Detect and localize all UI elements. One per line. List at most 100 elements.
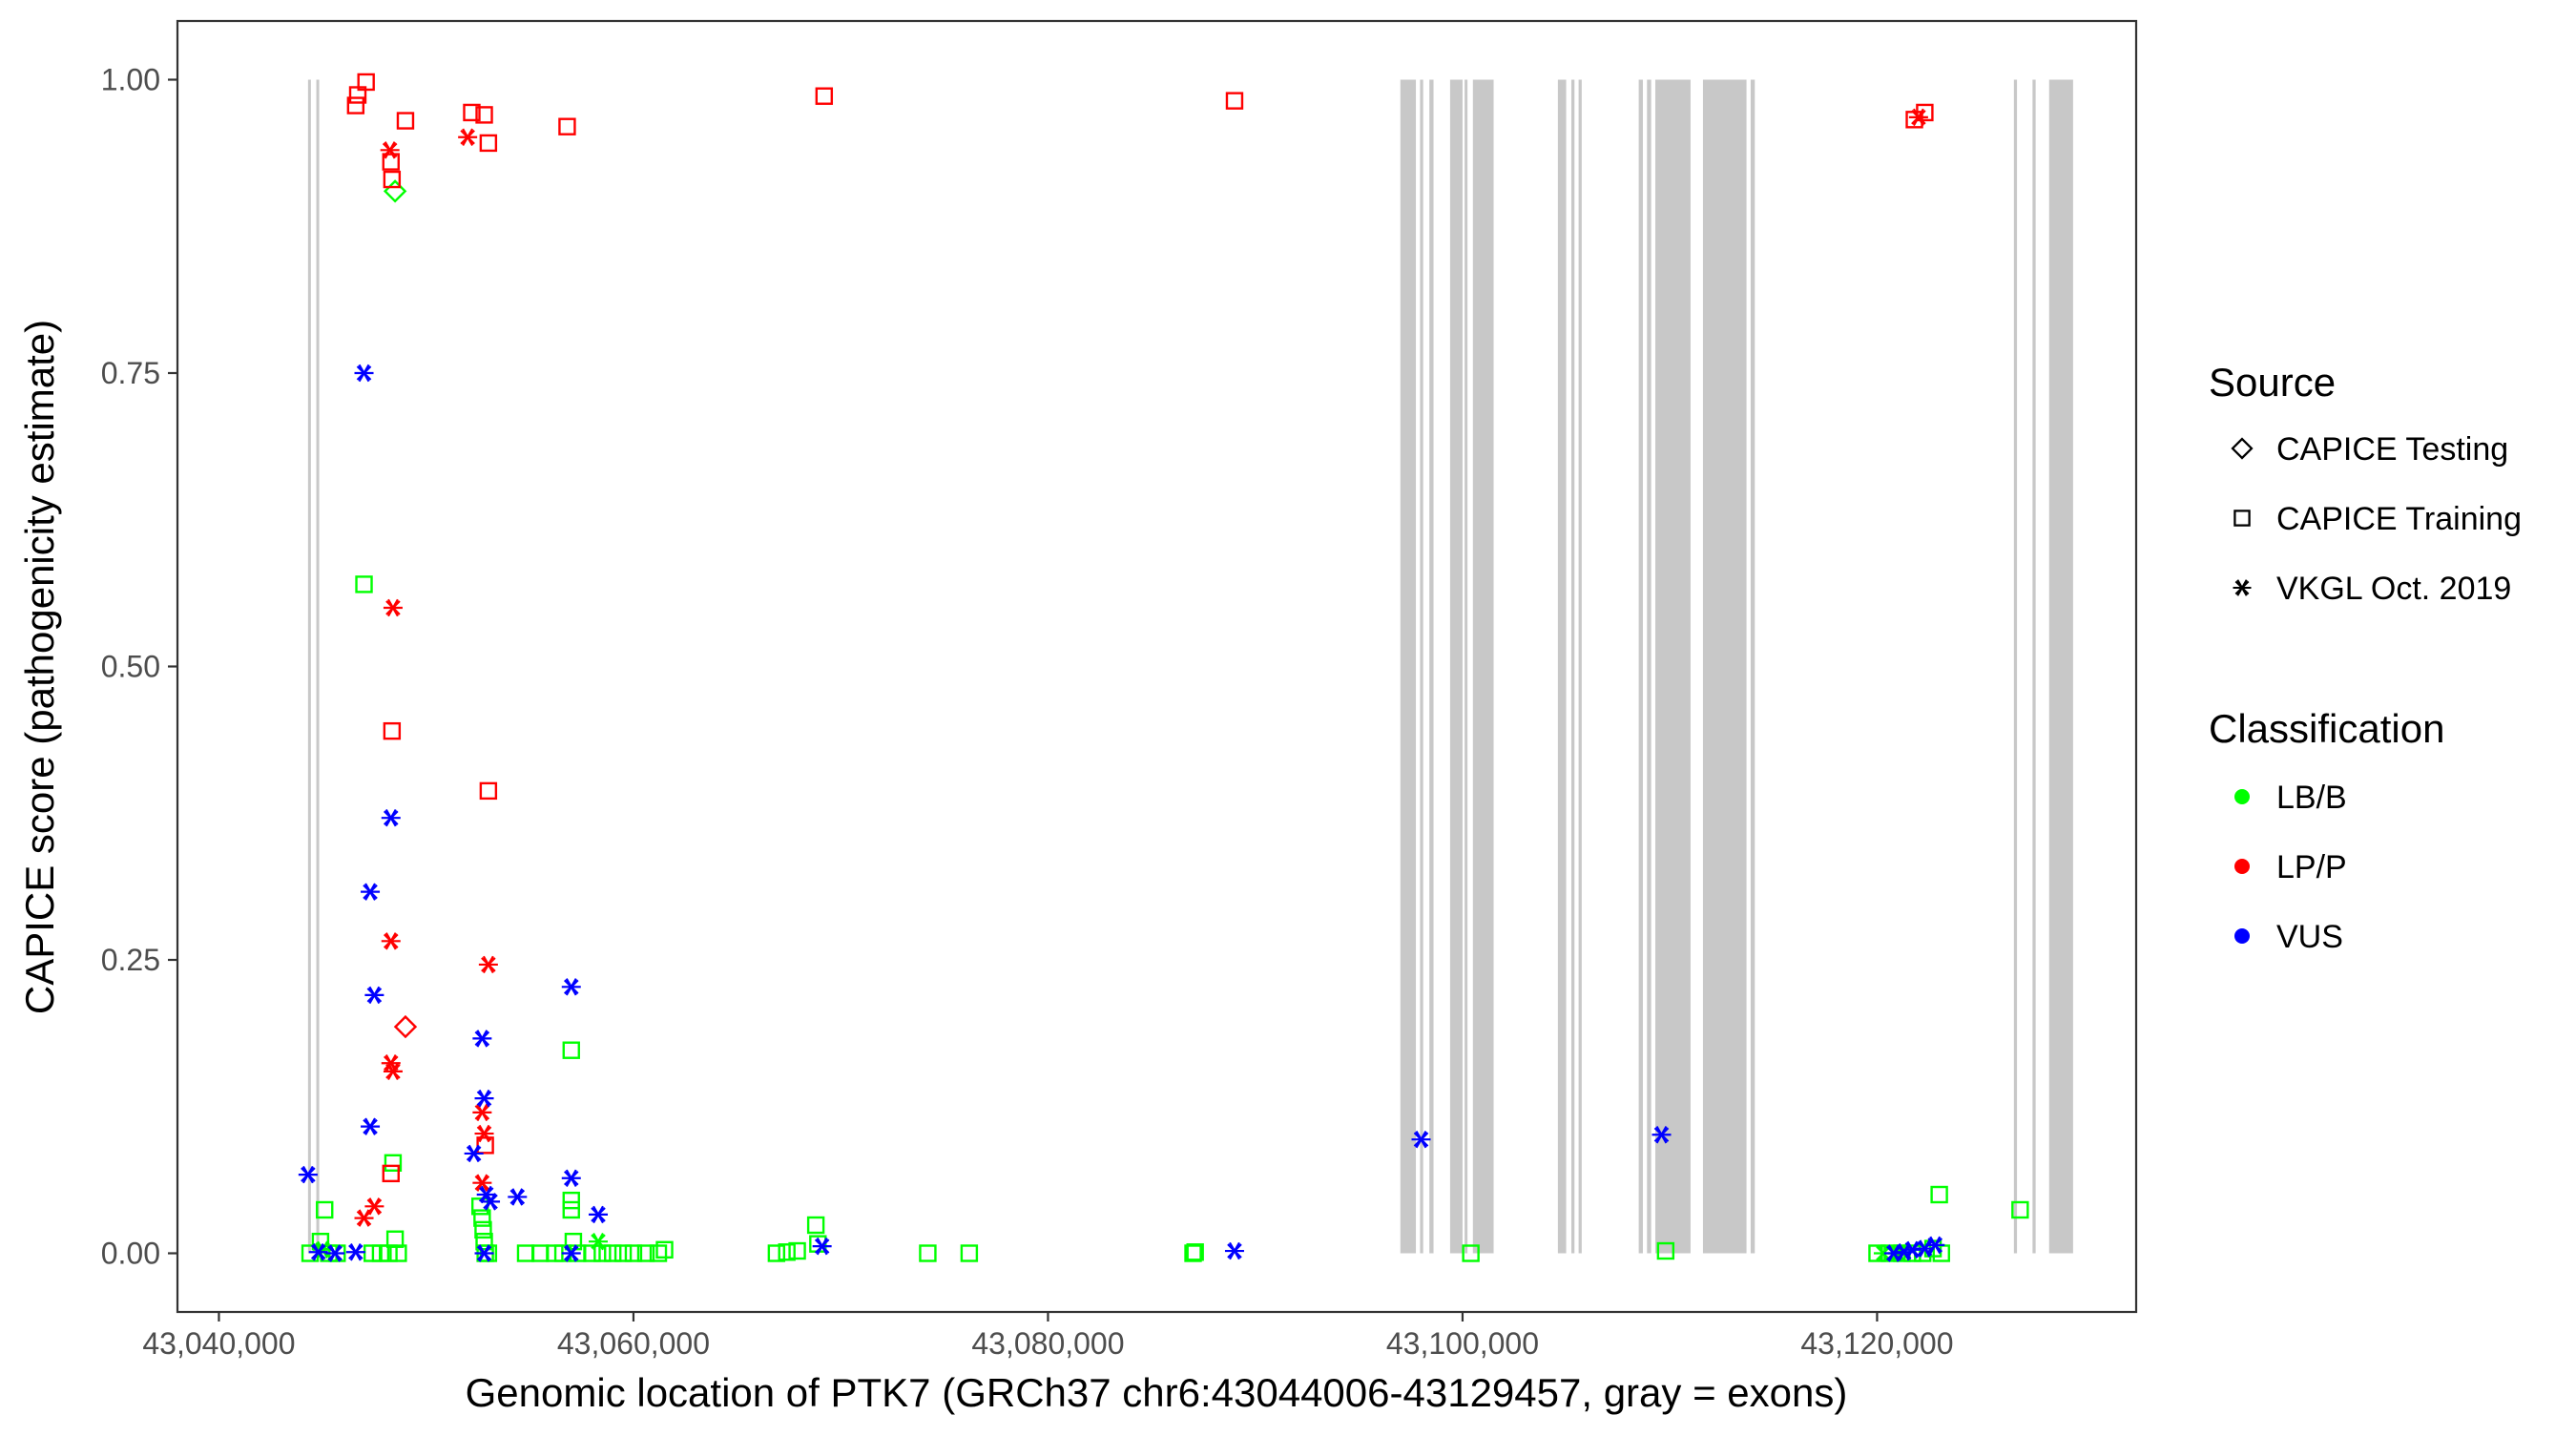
data-point-lpp-asterisk bbox=[458, 128, 478, 146]
exon-band bbox=[1429, 79, 1434, 1254]
data-point-lbb-square bbox=[1656, 1241, 1675, 1260]
data-point-vus-asterisk bbox=[474, 1244, 494, 1262]
legend-asterisk-key bbox=[2233, 579, 2252, 596]
exon-band bbox=[1465, 79, 1468, 1254]
exon-band bbox=[1750, 79, 1755, 1254]
data-point-lbb-asterisk bbox=[1873, 1244, 1893, 1262]
x-tick-label: 43,120,000 bbox=[1800, 1326, 1953, 1361]
data-point-vus-asterisk bbox=[354, 364, 374, 383]
legend-diamond-key bbox=[2231, 437, 2254, 460]
exon-band bbox=[1654, 79, 1691, 1254]
data-point-lpp-square bbox=[815, 87, 834, 105]
data-point-lbb-square bbox=[960, 1244, 979, 1262]
data-point-lbb-square bbox=[778, 1243, 796, 1261]
x-axis-title: Genomic location of PTK7 (GRCh37 chr6:43… bbox=[466, 1370, 1848, 1415]
x-tick-label: 43,080,000 bbox=[971, 1326, 1124, 1361]
data-point-vus-asterisk bbox=[345, 1243, 365, 1261]
data-point-lbb-square bbox=[649, 1244, 668, 1262]
data-point-lpp-asterisk bbox=[383, 1062, 403, 1081]
data-point-vus-asterisk bbox=[1894, 1243, 1914, 1261]
data-point-lbb-square bbox=[788, 1241, 806, 1260]
exon-band bbox=[1578, 79, 1582, 1254]
data-point-lpp-square bbox=[1916, 103, 1934, 122]
data-point-vus-asterisk bbox=[364, 986, 384, 1005]
data-point-lbb-square bbox=[562, 1041, 580, 1059]
data-point-lbb-square bbox=[1930, 1185, 1948, 1204]
data-point-lpp-square bbox=[463, 103, 481, 122]
y-tick-label: 0.50 bbox=[101, 650, 160, 684]
data-point-lbb-square bbox=[474, 1220, 492, 1239]
data-point-lbb-square bbox=[767, 1244, 786, 1262]
exon-band bbox=[316, 79, 320, 1254]
y-tick-label: 0.00 bbox=[101, 1237, 160, 1271]
y-tick-label: 0.25 bbox=[101, 943, 160, 977]
legend: Source Classification CAPICE Testing CAPI… bbox=[2209, 360, 2522, 955]
exon-band bbox=[2013, 79, 2018, 1254]
data-point-lpp-asterisk bbox=[381, 932, 401, 950]
data-point-lbb-square bbox=[316, 1200, 334, 1219]
data-point-vus-asterisk bbox=[381, 808, 401, 827]
data-point-lbb-square bbox=[636, 1244, 655, 1262]
data-point-lpp-square bbox=[558, 117, 576, 135]
data-point-lpp-square bbox=[396, 112, 415, 130]
legend-source-title: Source bbox=[2209, 360, 2336, 405]
data-point-vus-asterisk bbox=[1411, 1130, 1431, 1149]
data-point-vus-asterisk bbox=[474, 1089, 494, 1108]
data-point-vus-asterisk bbox=[561, 1169, 581, 1187]
data-point-lpp-square bbox=[346, 96, 365, 114]
data-point-lbb-square bbox=[1186, 1243, 1204, 1261]
axis-layer: 43,040,000 43,060,000 43,080,000 43,100,000… bbox=[101, 63, 1954, 1362]
legend-color-key bbox=[2234, 789, 2250, 804]
data-point-lbb-square bbox=[562, 1191, 580, 1210]
data-point-vus-asterisk bbox=[508, 1188, 528, 1206]
legend-source-label: CAPICE Testing bbox=[2276, 431, 2508, 468]
data-point-vus-asterisk bbox=[561, 978, 581, 996]
exon-band bbox=[1638, 79, 1643, 1254]
data-point-vus-asterisk bbox=[361, 1117, 381, 1135]
data-point-lbb-square bbox=[385, 1230, 405, 1248]
legend-source-label: CAPICE Training bbox=[2276, 501, 2522, 537]
data-point-vus-asterisk bbox=[1883, 1244, 1903, 1262]
data-point-vus-asterisk bbox=[1925, 1236, 1945, 1255]
data-point-vus-asterisk bbox=[361, 883, 381, 901]
data-point-vus-asterisk bbox=[298, 1165, 318, 1184]
data-point-lpp-square bbox=[357, 73, 375, 92]
legend-color-key bbox=[2234, 859, 2250, 874]
data-point-lbb-square bbox=[355, 575, 373, 593]
data-point-vus-asterisk bbox=[308, 1243, 328, 1261]
legend-classification-title: Classification bbox=[2209, 706, 2444, 751]
exon-band bbox=[1400, 79, 1417, 1254]
data-point-lbb-square bbox=[562, 1200, 580, 1219]
data-point-lpp-asterisk bbox=[472, 1174, 492, 1192]
data-point-lpp-asterisk bbox=[380, 141, 400, 159]
data-point-lbb-asterisk bbox=[589, 1232, 609, 1251]
legend-source-label: VKGL Oct. 2019 bbox=[2276, 571, 2511, 607]
data-point-lbb-square bbox=[473, 1209, 491, 1227]
x-tick-label: 43,060,000 bbox=[557, 1326, 710, 1361]
data-point-lbb-square bbox=[613, 1244, 633, 1262]
data-point-vus-asterisk bbox=[812, 1237, 832, 1256]
legend-classification-label: LP/P bbox=[2276, 849, 2347, 885]
data-point-lbb-square bbox=[389, 1244, 407, 1262]
y-tick-label: 1.00 bbox=[101, 63, 160, 97]
data-point-lpp-asterisk bbox=[381, 1054, 401, 1072]
exon-band bbox=[1420, 79, 1423, 1254]
exon-band bbox=[307, 79, 311, 1254]
data-point-lpp-square bbox=[383, 170, 402, 189]
data-point-lbb-square bbox=[624, 1244, 643, 1262]
data-point-lbb-square bbox=[2011, 1200, 2029, 1219]
data-point-vus-asterisk bbox=[1915, 1239, 1935, 1258]
data-point-lbb-square bbox=[475, 1232, 493, 1251]
point-layer bbox=[298, 73, 2029, 1262]
data-point-vus-asterisk bbox=[481, 1193, 501, 1211]
data-point-lpp-square bbox=[383, 721, 402, 740]
exon-band bbox=[1449, 79, 1463, 1254]
data-point-lbb-square bbox=[1184, 1244, 1202, 1262]
data-point-lpp-asterisk bbox=[383, 598, 403, 617]
data-point-lbb-square bbox=[384, 1154, 403, 1172]
y-tick-label: 0.75 bbox=[101, 356, 160, 390]
legend-color-key bbox=[2234, 928, 2250, 944]
